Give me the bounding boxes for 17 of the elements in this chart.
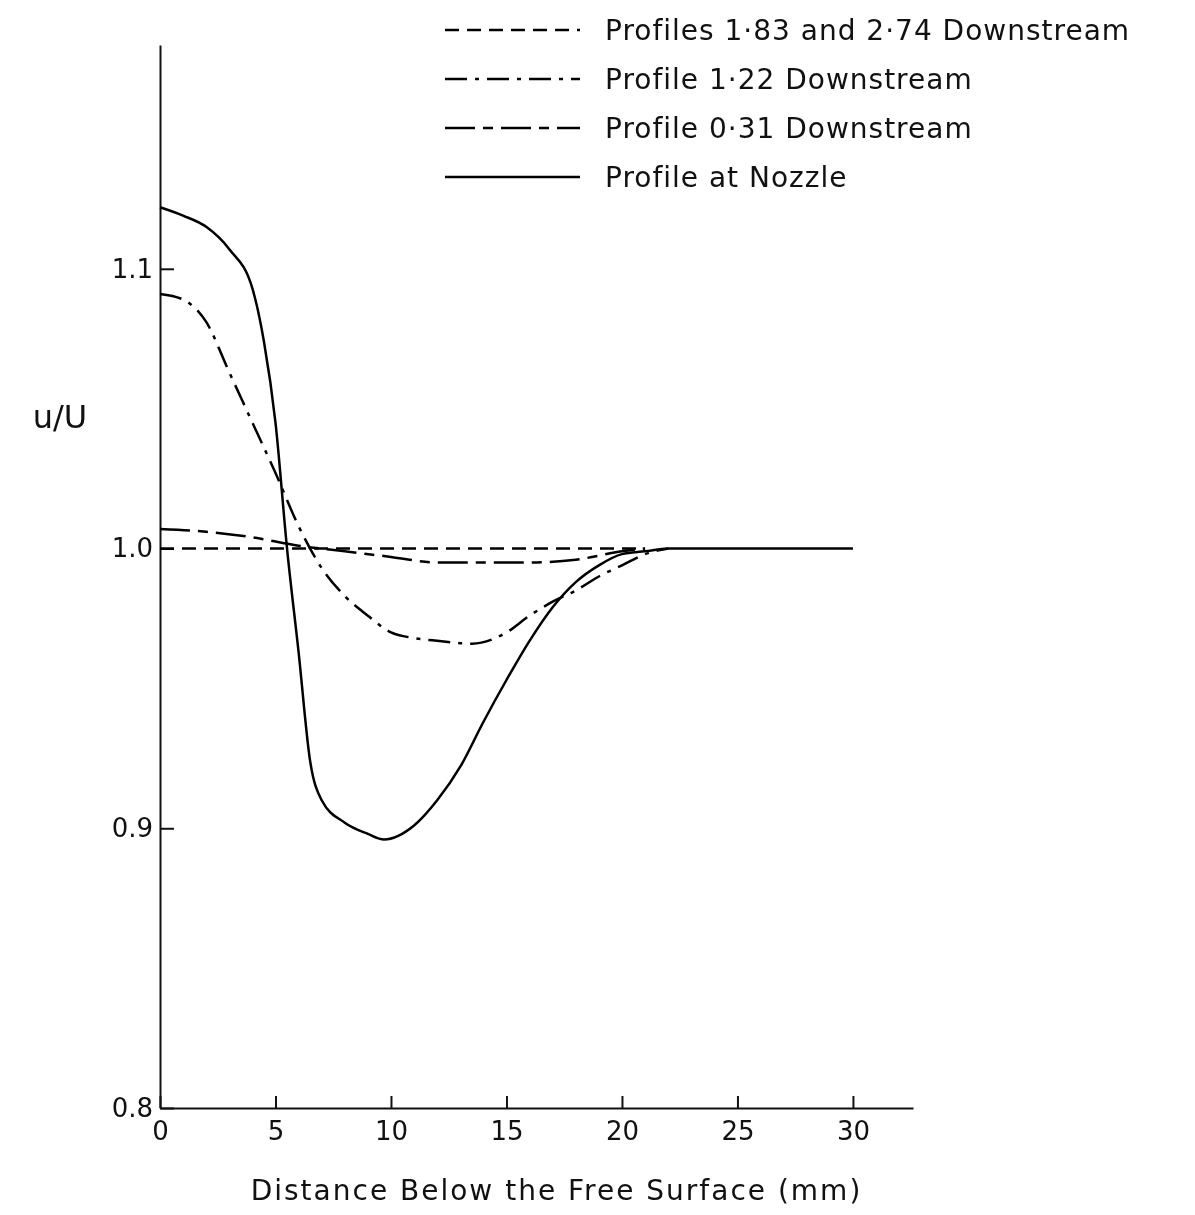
y-tick-label: 1.1 xyxy=(111,253,153,284)
x-tick-label: 25 xyxy=(721,1115,755,1146)
x-axis-title: Distance Below the Free Surface (mm) xyxy=(250,1174,863,1207)
legend-label: Profile 1·22 Downstream xyxy=(605,63,973,96)
x-tick-label: 0 xyxy=(152,1115,169,1146)
y-axis-title: u/U xyxy=(32,398,88,436)
y-tick-label: 0.9 xyxy=(111,813,153,844)
x-tick-label: 5 xyxy=(267,1115,285,1146)
x-tick-label: 10 xyxy=(374,1115,409,1146)
legend-label: Profile 0·31 Downstream xyxy=(605,112,973,145)
legend-label: Profile at Nozzle xyxy=(605,161,848,194)
legend-label: Profiles 1·83 and 2·74 Downstream xyxy=(605,14,1131,47)
x-tick-label: 15 xyxy=(490,1115,524,1146)
y-tick-label: 0.8 xyxy=(111,1092,153,1123)
y-tick-label: 1.0 xyxy=(111,533,153,564)
x-tick-label: 30 xyxy=(836,1115,870,1146)
x-tick-label: 20 xyxy=(605,1115,640,1146)
